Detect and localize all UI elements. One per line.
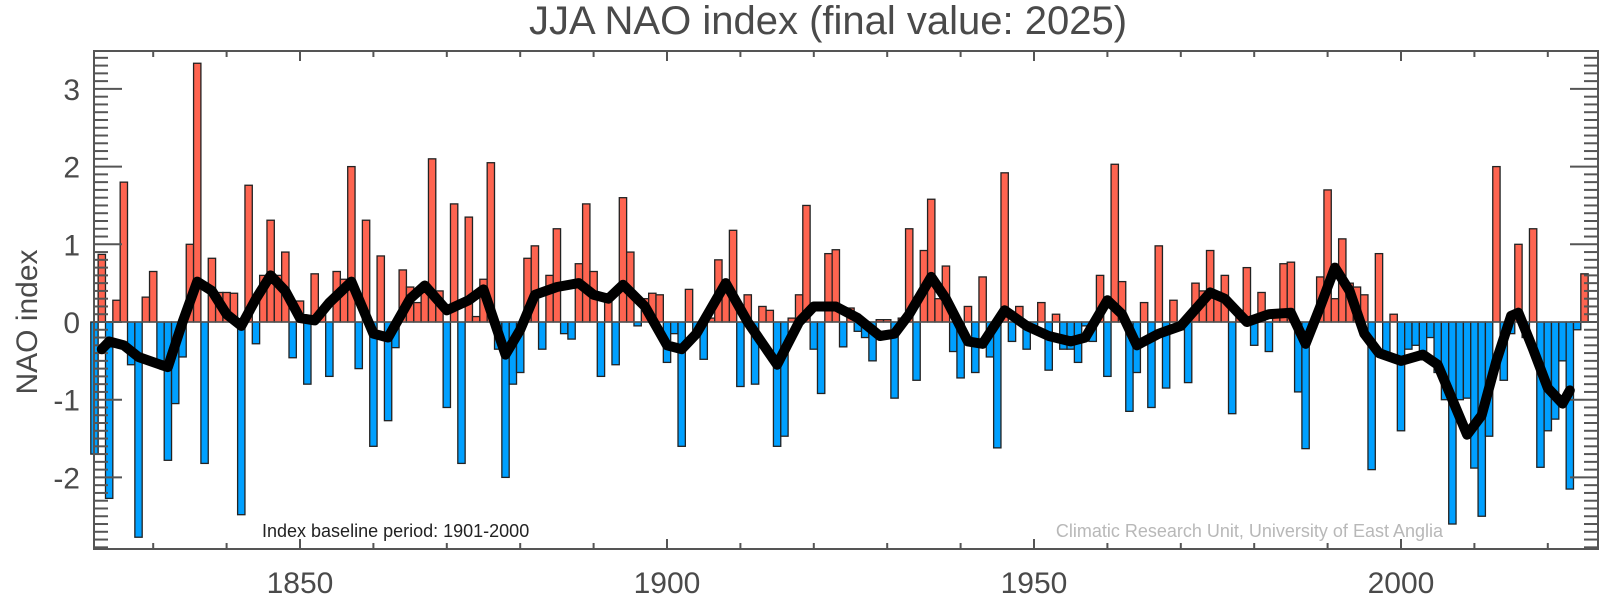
bar-1886: [559, 321, 569, 335]
bar-1866: [413, 301, 422, 323]
bar-1837: [200, 321, 209, 465]
bar-1915: [772, 321, 782, 447]
plot-frame: [93, 50, 1599, 550]
bar-1889: [581, 203, 591, 323]
bar-1953: [1051, 313, 1061, 323]
bar-1831: [156, 321, 165, 362]
bar-2002: [1411, 321, 1421, 346]
y-tick-label-2: 2: [63, 152, 80, 185]
bar-1823: [97, 253, 107, 323]
bar-1891: [596, 321, 606, 378]
bar-2009: [1462, 321, 1472, 399]
bar-1920: [809, 321, 819, 350]
bar-1951: [1037, 301, 1046, 323]
y-tick-label-0: 0: [63, 307, 80, 340]
bar-1861: [376, 255, 386, 323]
x-tick-label-1900: 1900: [634, 567, 701, 600]
bar-1832: [163, 321, 173, 461]
baseline-annotation: Index baseline period: 1901-2000: [262, 521, 529, 541]
bar-2001: [1404, 321, 1413, 350]
bar-2019: [1536, 321, 1545, 468]
bar-1914: [765, 309, 775, 323]
bar-1997: [1374, 252, 1384, 323]
bar-1971: [1183, 321, 1193, 384]
bar-1934: [912, 321, 921, 381]
bar-1830: [148, 270, 158, 323]
chart-title: JJA NAO index (final value: 2025): [529, 0, 1127, 43]
bar-1903: [684, 288, 694, 323]
bar-1969: [1169, 299, 1178, 323]
bar-1947: [1007, 321, 1017, 343]
bar-1844: [251, 321, 261, 345]
bar-1858: [354, 321, 364, 370]
bar-1941: [963, 305, 973, 323]
y-tick-label--1: -1: [53, 385, 80, 418]
credit-annotation: Climatic Research Unit, University of Ea…: [1056, 521, 1444, 541]
smoothed-line: [96, 262, 1575, 440]
bar-1884: [545, 274, 554, 323]
bar-2023: [1565, 321, 1575, 490]
bar-1924: [838, 321, 848, 348]
x-tick-label-1850: 1850: [267, 567, 334, 600]
bar-2007: [1448, 321, 1457, 525]
x-tick-label-2000: 2000: [1368, 567, 1435, 600]
axes: 1850 1900 1950 2000 -2 -1 0 1 2 3: [53, 50, 1599, 600]
bar-1999: [1389, 313, 1398, 323]
bar-2008: [1455, 321, 1465, 401]
bar-2013: [1492, 165, 1501, 323]
bar-1874: [471, 315, 481, 323]
bars: [90, 62, 1589, 538]
bar-1991: [1330, 298, 1340, 323]
bar-1829: [141, 296, 151, 323]
bar-1943: [978, 276, 987, 323]
bar-1893: [611, 321, 620, 366]
bar-1860: [369, 321, 378, 447]
bar-2022: [1558, 321, 1567, 362]
bar-1921: [816, 321, 826, 395]
bar-2018: [1528, 228, 1538, 323]
y-tick-label--2: -2: [53, 462, 80, 495]
bar-1936: [926, 198, 936, 323]
bar-1910: [736, 321, 745, 388]
bar-1945: [992, 321, 1002, 449]
bar-2024: [1572, 321, 1582, 331]
bar-1849: [288, 321, 297, 359]
bar-1937: [934, 298, 943, 323]
bar-2004: [1426, 321, 1435, 339]
bar-1998: [1382, 321, 1391, 354]
bar-1825: [112, 299, 121, 323]
bar-1870: [442, 321, 452, 409]
bar-1854: [325, 321, 334, 378]
bar-1826: [119, 181, 129, 323]
bar-1960: [1103, 321, 1112, 378]
bar-1977: [1227, 321, 1237, 415]
bar-1946: [1000, 172, 1009, 323]
bar-1842: [236, 321, 246, 516]
bar-1901: [670, 321, 679, 335]
bar-1885: [552, 228, 562, 323]
bar-1982: [1264, 321, 1274, 353]
bar-1952: [1044, 321, 1054, 371]
y-tick-label-1: 1: [63, 229, 80, 262]
y-axis-label: NAO index: [11, 249, 44, 394]
bar-1894: [618, 197, 628, 323]
bar-1888: [574, 263, 584, 323]
bar-1974: [1205, 249, 1215, 323]
bar-1975: [1213, 298, 1222, 323]
bar-2010: [1470, 321, 1479, 469]
bar-1851: [303, 321, 312, 385]
bar-1872: [457, 321, 466, 465]
bar-1913: [758, 305, 767, 323]
bar-2000: [1396, 321, 1406, 432]
y-tick-label-3: 3: [63, 74, 80, 107]
bar-1887: [567, 321, 576, 340]
bar-1883: [537, 321, 547, 350]
bar-1922: [824, 252, 833, 323]
x-tick-label-1950: 1950: [1001, 567, 1068, 600]
bar-1965: [1139, 301, 1149, 323]
bar-1967: [1154, 245, 1164, 323]
